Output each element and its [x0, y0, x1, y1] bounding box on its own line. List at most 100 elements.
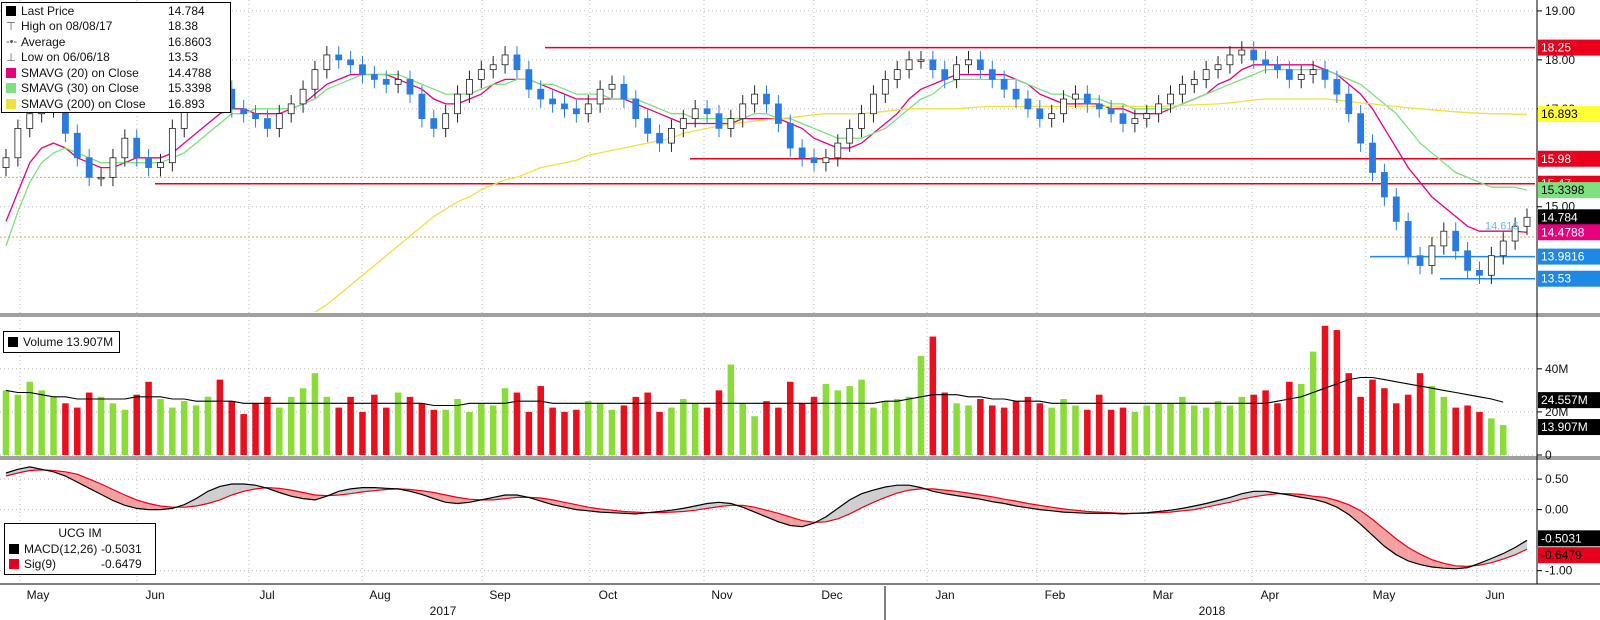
candle-body [1190, 79, 1198, 85]
volume-bar [763, 401, 770, 455]
candle-body [1214, 64, 1222, 71]
macd-fill [65, 471, 78, 483]
volume-bar [1072, 405, 1079, 455]
candle-body [1452, 230, 1460, 252]
candle-body [1381, 172, 1388, 198]
volume-legend-value: 13.907M [66, 334, 114, 349]
candle-body [786, 123, 794, 149]
price-annotation: 14.616 [1485, 221, 1519, 233]
volume-bar [1476, 411, 1483, 455]
candle-body [2, 157, 10, 168]
macd-fill [1229, 493, 1242, 503]
volume-bar [858, 379, 865, 455]
volume-bar [632, 396, 640, 455]
volume-legend-label: Volume [23, 334, 64, 349]
macd-fill [1218, 497, 1230, 505]
volume-bar [775, 407, 782, 455]
volume-bar [668, 407, 675, 455]
macd-fill [124, 494, 137, 509]
price-legend-row: SMAVG (200) on Close 16.893 [2, 96, 230, 112]
candle-body [323, 54, 331, 71]
candle-body [1392, 196, 1400, 222]
macd-fill [1360, 510, 1373, 536]
volume-bar [1369, 379, 1376, 455]
candle-body [1262, 59, 1269, 66]
volume-bar [1357, 396, 1364, 455]
candle-body [656, 132, 663, 144]
volume-bar [1191, 405, 1198, 455]
candle-body [275, 113, 283, 129]
volume-bar [2, 390, 10, 455]
price-legend-row: ⊥ Low on 06/06/18 13.53 [2, 50, 230, 66]
candle-body [893, 69, 901, 80]
macd-fill [1206, 500, 1219, 508]
candle-body [1083, 93, 1091, 105]
legend-marker-icon [9, 543, 19, 554]
candle-body [1523, 216, 1531, 227]
volume-bar [430, 409, 438, 455]
price-legend-label: High on 08/08/17 [21, 19, 113, 34]
macd-legend-label: Sig(9) [24, 557, 57, 572]
volume-bar [1428, 386, 1436, 455]
candle-body [561, 103, 568, 110]
candle-body [264, 118, 271, 129]
volume-bar [1000, 407, 1008, 455]
volume-bar [1381, 388, 1388, 455]
macd-legend-row: MACD(12,26) -0.5031 [5, 541, 155, 557]
volume-tick-label: 20M [1545, 405, 1568, 419]
volume-average-line [5, 376, 1504, 407]
macd-tick-label: 0.00 [1545, 503, 1569, 517]
candle-body [501, 54, 509, 66]
volume-bar [180, 401, 188, 455]
candle-body [1178, 83, 1186, 95]
volume-tick-label: 40M [1545, 362, 1568, 376]
macd-ticker-title: UCG IM [58, 526, 102, 540]
price-legend-label: SMAVG (20) on Close [21, 65, 139, 80]
volume-bar [489, 405, 497, 455]
macd-fill [790, 516, 803, 527]
macd-fill [1372, 519, 1385, 547]
macd-fill [837, 499, 850, 519]
macd-fill [1443, 563, 1456, 569]
candle-body [1131, 118, 1139, 124]
candle-body [1487, 255, 1495, 276]
volume-bar [1464, 405, 1471, 455]
volume-bar [501, 388, 509, 455]
macd-tick-label: -1.00 [1545, 564, 1573, 578]
volume-bar [1143, 405, 1151, 455]
volume-bar [941, 392, 949, 455]
candle-body [168, 127, 176, 164]
price-legend-label: SMAVG (200) on Close [21, 96, 146, 111]
price-level-label: 18.25 [1541, 41, 1571, 55]
price-legend-value: 14.784 [168, 3, 205, 18]
candle-body [1428, 245, 1436, 266]
volume-legend: Volume 13.907M [3, 331, 121, 353]
volume-bar [38, 390, 45, 455]
volume-bar [537, 386, 544, 455]
macd-fill [1503, 547, 1516, 560]
volume-bar [917, 355, 925, 455]
candle-body [370, 74, 378, 80]
volume-bar [1226, 405, 1234, 455]
candle-body [477, 69, 485, 80]
price-legend-row: Last Price 14.784 [2, 3, 230, 19]
volume-bar [62, 403, 69, 455]
candle-body [1499, 240, 1507, 257]
volume-bar [1095, 394, 1103, 455]
volume-bar [276, 407, 283, 455]
volume-bar [1214, 401, 1222, 455]
legend-marker-icon: -•- [6, 35, 18, 48]
candle-body [525, 69, 533, 90]
volume-bar [192, 405, 200, 455]
candle-body [1024, 98, 1032, 110]
volume-bar [394, 392, 402, 455]
macd-fill [136, 499, 149, 510]
candle-body [644, 118, 652, 134]
volume-bar [1202, 407, 1210, 455]
candle-body [632, 98, 640, 120]
candle-body [917, 59, 925, 62]
x-month-label: Nov [711, 588, 732, 602]
candle-body [1048, 113, 1056, 120]
macd-line [5, 466, 1528, 570]
